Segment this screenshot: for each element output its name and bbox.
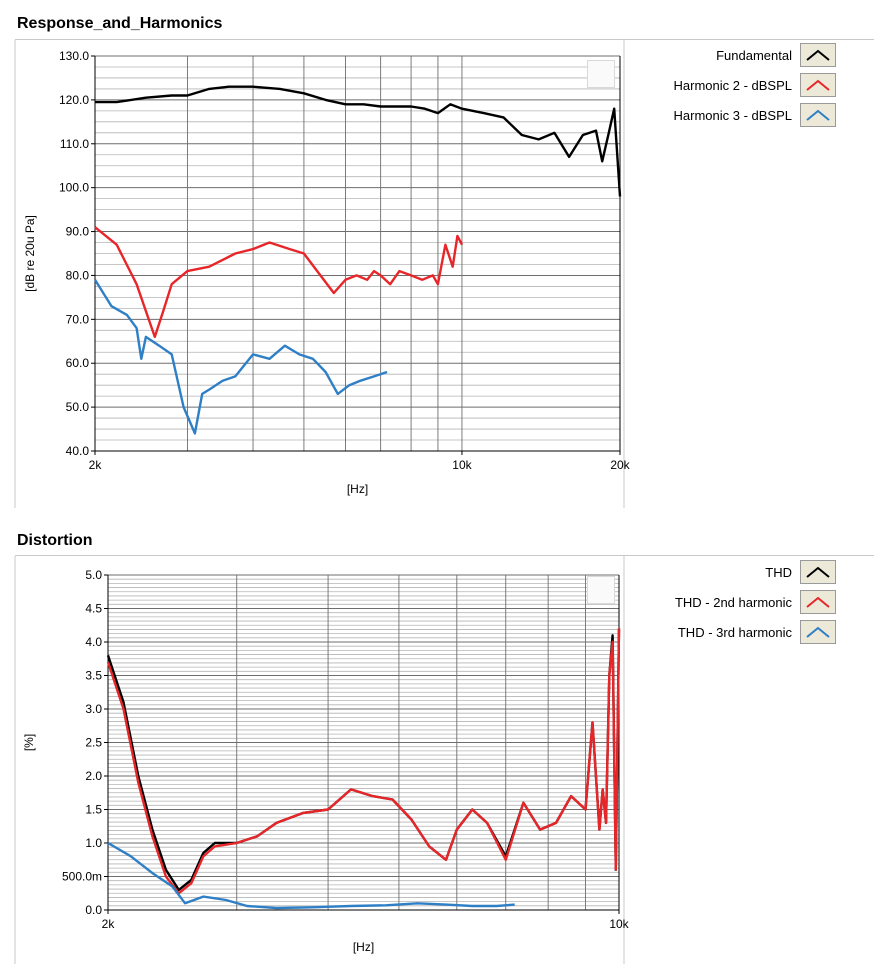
series-line-thd-3rd-harmonic xyxy=(107,841,515,910)
x-tick-label: 10k xyxy=(452,458,472,472)
panel-title-response: Response_and_Harmonics xyxy=(17,15,223,32)
y-tick-label: 0.0 xyxy=(85,903,102,917)
legend-label: Fundamental xyxy=(716,47,792,63)
legend-item[interactable]: THD - 2nd harmonic xyxy=(675,588,836,616)
legend-distortion: THD THD - 2nd harmonic THD - 3rd harmonic xyxy=(640,558,836,648)
legend-response: Fundamental Harmonic 2 - dBSPL Harmonic 3 … xyxy=(640,41,836,131)
legend-item[interactable]: Harmonic 3 - dBSPL xyxy=(673,101,836,129)
zoom-palette-icon[interactable] xyxy=(587,60,615,88)
y-tick-label: 120.0 xyxy=(59,93,89,107)
y-tick-label: 500.0m xyxy=(62,870,102,884)
series-line-fundamental xyxy=(95,85,622,197)
x-axis-label: [Hz] xyxy=(353,940,374,954)
y-tick-label: 50.0 xyxy=(66,400,90,414)
legend-label: THD xyxy=(765,564,792,580)
y-axis-label: [%] xyxy=(22,734,36,751)
panel-divider-response xyxy=(15,39,874,40)
x-tick-label: 2k xyxy=(89,458,103,472)
legend-swatch-icon[interactable] xyxy=(800,103,836,127)
y-tick-label: 90.0 xyxy=(66,225,90,239)
y-tick-label: 1.0 xyxy=(85,836,102,850)
legend-swatch-icon[interactable] xyxy=(800,590,836,614)
x-tick-label: 2k xyxy=(102,917,116,931)
legend-swatch-icon[interactable] xyxy=(800,560,836,584)
y-tick-label: 40.0 xyxy=(66,444,90,458)
legend-swatch-icon[interactable] xyxy=(800,73,836,97)
y-tick-label: 3.5 xyxy=(85,669,102,683)
series-line-harmonic-3-dbspl xyxy=(93,279,388,435)
zoom-palette-icon[interactable] xyxy=(587,576,615,604)
legend-item[interactable]: Fundamental xyxy=(716,41,836,69)
y-tick-label: 70.0 xyxy=(66,312,90,326)
x-tick-label: 20k xyxy=(610,458,630,472)
panel-divider-distortion xyxy=(15,555,874,556)
y-tick-label: 60.0 xyxy=(66,356,90,370)
series-line-harmonic-2-dbspl xyxy=(94,226,464,339)
legend-item[interactable]: THD xyxy=(765,558,836,586)
x-axis-label: [Hz] xyxy=(347,482,368,496)
x-tick-label: 10k xyxy=(609,917,629,931)
y-tick-label: 80.0 xyxy=(66,268,90,282)
y-tick-label: 3.0 xyxy=(85,702,102,716)
legend-label: Harmonic 2 - dBSPL xyxy=(673,77,793,93)
y-tick-label: 2.0 xyxy=(85,769,102,783)
y-tick-label: 130.0 xyxy=(59,49,89,63)
legend-label: Harmonic 3 - dBSPL xyxy=(673,107,793,123)
y-tick-label: 4.0 xyxy=(85,635,102,649)
y-tick-label: 2.5 xyxy=(85,736,102,750)
legend-item[interactable]: Harmonic 2 - dBSPL xyxy=(673,71,836,99)
y-tick-label: 100.0 xyxy=(59,181,89,195)
legend-swatch-icon[interactable] xyxy=(800,43,836,67)
y-tick-label: 110.0 xyxy=(60,137,89,151)
panel-title-distortion: Distortion xyxy=(17,532,93,549)
y-tick-label: 1.5 xyxy=(85,803,102,817)
legend-label: THD - 3rd harmonic xyxy=(677,624,792,640)
series-line-thd-2nd-harmonic xyxy=(106,628,621,895)
y-tick-label: 4.5 xyxy=(85,602,102,616)
y-axis-label: [dB re 20u Pa] xyxy=(23,215,37,292)
legend-swatch-icon[interactable] xyxy=(800,620,836,644)
legend-item[interactable]: THD - 3rd harmonic xyxy=(678,618,836,646)
y-tick-label: 5.0 xyxy=(85,568,102,582)
legend-label: THD - 2nd harmonic xyxy=(674,594,792,610)
